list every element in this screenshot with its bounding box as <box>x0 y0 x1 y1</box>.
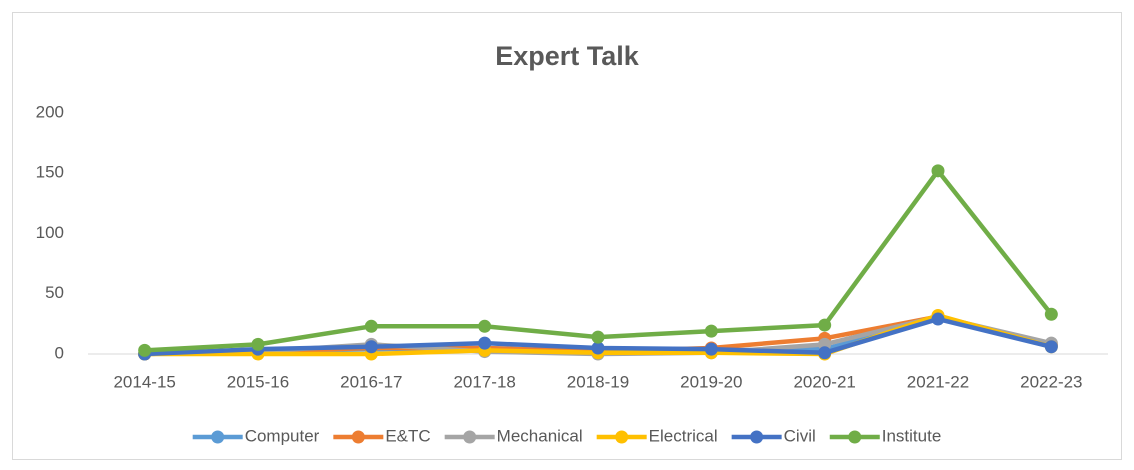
point <box>478 319 492 333</box>
x-tick-label: 2021-22 <box>907 372 969 391</box>
chart-title: Expert Talk <box>495 41 640 71</box>
x-tick-label: 2022-23 <box>1020 372 1082 391</box>
legend-marker <box>463 430 477 444</box>
point <box>1044 307 1058 321</box>
point <box>931 312 945 326</box>
y-tick-label: 0 <box>55 343 64 362</box>
legend-label: Computer <box>245 426 320 445</box>
legend-label: Electrical <box>649 426 718 445</box>
point <box>591 330 605 344</box>
legend-marker <box>750 430 764 444</box>
chart-border <box>12 12 1122 460</box>
point <box>591 341 605 355</box>
x-tick-label: 2019-20 <box>680 372 742 391</box>
x-tick-label: 2018-19 <box>567 372 629 391</box>
legend-marker <box>351 430 365 444</box>
point <box>704 342 718 356</box>
x-tick-label: 2016-17 <box>340 372 402 391</box>
point <box>364 319 378 333</box>
x-tick-label: 2020-21 <box>793 372 855 391</box>
point <box>478 336 492 350</box>
legend-label: E&TC <box>385 426 430 445</box>
legend-marker <box>848 430 862 444</box>
point <box>251 337 265 351</box>
point <box>1044 340 1058 354</box>
y-tick-label: 200 <box>36 102 64 121</box>
legend-label: Civil <box>784 426 816 445</box>
y-tick-label: 100 <box>36 223 64 242</box>
legend-label: Institute <box>882 426 942 445</box>
x-tick-label: 2014-15 <box>113 372 175 391</box>
legend: Computer E&TC Mechanical Electrical Civil Ins… <box>192 426 942 445</box>
point <box>818 318 832 332</box>
y-tick-label: 150 <box>36 163 64 182</box>
point <box>704 324 718 338</box>
legend-marker <box>211 430 225 444</box>
legend-marker <box>615 430 629 444</box>
legend-label: Mechanical <box>497 426 583 445</box>
point <box>138 343 152 357</box>
y-tick-label: 50 <box>45 283 64 302</box>
point <box>931 164 945 178</box>
point <box>818 346 832 360</box>
point <box>364 340 378 354</box>
x-tick-label: 2015-16 <box>227 372 289 391</box>
x-tick-label: 2017-18 <box>453 372 515 391</box>
